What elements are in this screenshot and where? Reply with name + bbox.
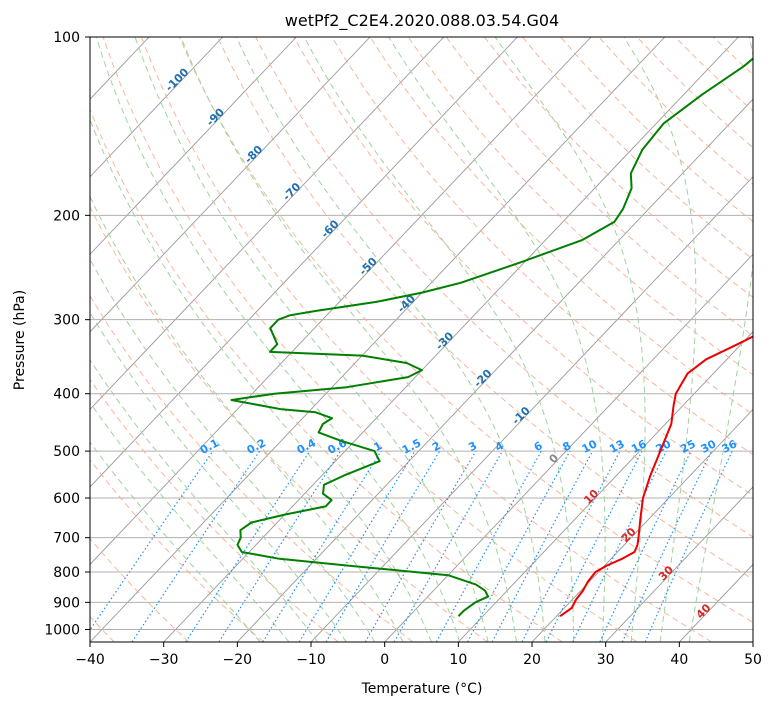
- y-tick-label: 200: [53, 208, 80, 224]
- mixing-ratio-line: [185, 450, 311, 642]
- mixing-ratio-label: 36: [720, 437, 740, 456]
- y-tick-label: 500: [53, 444, 80, 460]
- mixing-ratio-line: [218, 450, 342, 642]
- mixing-ratio-label: 10: [580, 437, 600, 456]
- dry-adiabat: [369, 37, 753, 415]
- isotherm-line: [605, 486, 753, 642]
- moist-adiabat: [134, 37, 489, 642]
- dry-adiabat: [90, 205, 488, 642]
- isotherm-line: [531, 408, 753, 642]
- moist-adiabat: [90, 195, 404, 642]
- plot-frame: [89, 36, 754, 643]
- moist-adiabat: [623, 37, 697, 642]
- dry-adiabat: [407, 37, 753, 376]
- moist-adiabat: [90, 258, 376, 642]
- x-tick-label: 40: [670, 652, 688, 668]
- mixing-ratio-label: 20: [654, 437, 674, 456]
- mixing-ratio-line: [644, 450, 733, 642]
- mixing-ratio-line: [298, 450, 416, 642]
- y-tick-label: 800: [53, 565, 80, 581]
- x-axis-title: Temperature (°C): [361, 681, 483, 697]
- moist-adiabat: [303, 37, 575, 642]
- isotherm-line: [90, 37, 371, 333]
- moist-adiabat: [494, 37, 646, 642]
- dry-adiabat: [90, 459, 264, 642]
- isotherm-line: [90, 37, 592, 566]
- mixing-ratio-label: 16: [629, 437, 649, 456]
- y-axis-title: Pressure (hPa): [12, 290, 28, 390]
- y-tick-label: 400: [53, 387, 80, 403]
- x-tick-label: 10: [449, 652, 467, 668]
- moist-adiabat: [90, 118, 432, 642]
- isotherm-line: [90, 37, 297, 255]
- x-tick-label: −30: [149, 652, 179, 668]
- dewpoint-line: [230, 57, 753, 617]
- isotherm-line: [90, 37, 666, 642]
- mixing-ratio-line: [393, 450, 504, 642]
- isotherm-line: [90, 37, 518, 488]
- sounding-series: [230, 57, 753, 618]
- dry-adiabat: [255, 37, 753, 538]
- mixing-ratio-label: 25: [678, 437, 698, 456]
- isotherm-line: [384, 253, 753, 642]
- chart-title: wetPf2_C2E4.2020.088.03.54.G04: [285, 11, 559, 31]
- dry-adiabat: [331, 37, 753, 456]
- moist-adiabat: [688, 37, 753, 642]
- x-tick-label: −10: [296, 652, 326, 668]
- mixing-ratio-line: [545, 450, 643, 642]
- moist-adiabat: [95, 37, 461, 642]
- x-tick-label: −20: [223, 652, 253, 668]
- moist-adiabat: [90, 401, 290, 642]
- moist-adiabat: [90, 441, 261, 642]
- y-tick-label: 900: [53, 595, 80, 611]
- x-tick-label: 30: [597, 652, 615, 668]
- y-tick-label: 1000: [44, 622, 80, 638]
- x-tick-label: 50: [744, 652, 762, 668]
- x-tick-label: −40: [75, 652, 105, 668]
- isotherm-line: [752, 641, 753, 642]
- y-tick-label: 300: [53, 313, 80, 329]
- y-tick-label: 100: [53, 30, 80, 46]
- mixing-ratio-line: [262, 450, 382, 642]
- y-tick-label: 700: [53, 531, 80, 547]
- dry-adiabat: [751, 37, 753, 40]
- isotherm-line: [236, 98, 753, 642]
- x-tick-label: 20: [523, 652, 541, 668]
- isotherm-line: [163, 37, 739, 642]
- mixing-ratio-label: 13: [607, 437, 627, 456]
- mixing-ratio-label: 30: [699, 437, 719, 456]
- mixing-ratio-line: [466, 450, 571, 642]
- isotherm-line: [90, 37, 445, 411]
- temperature-line: [559, 335, 753, 618]
- isotherm-line: [0, 37, 2, 642]
- dry-adiabat: [178, 37, 753, 623]
- mixing-ratio-line: [131, 450, 261, 642]
- moist-adiabat: [235, 37, 546, 642]
- moist-adiabat: [180, 37, 517, 642]
- isotherm-line: [90, 37, 224, 178]
- y-tick-label: 600: [53, 491, 80, 507]
- dry-adiabat: [90, 108, 563, 642]
- moist-adiabat: [90, 358, 319, 642]
- dry-adiabat: [102, 37, 638, 642]
- axes: −40 −30 −20 −10 0 10 20 30 40 50 100 200 300 400 500 60…: [44, 30, 762, 668]
- dry-adiabat: [293, 37, 753, 496]
- dry-adiabat: [90, 537, 190, 642]
- dry-adiabat: [140, 37, 712, 642]
- x-tick-label: 0: [380, 652, 389, 668]
- mixing-ratio-line: [90, 450, 214, 631]
- mixing-ratio-line: [435, 450, 542, 642]
- moist-adiabat: [388, 37, 606, 642]
- dry-adiabat: [90, 294, 414, 642]
- moist-adiabat: [90, 311, 347, 642]
- dry-adiabat: [217, 37, 753, 580]
- plot-area: [90, 37, 753, 642]
